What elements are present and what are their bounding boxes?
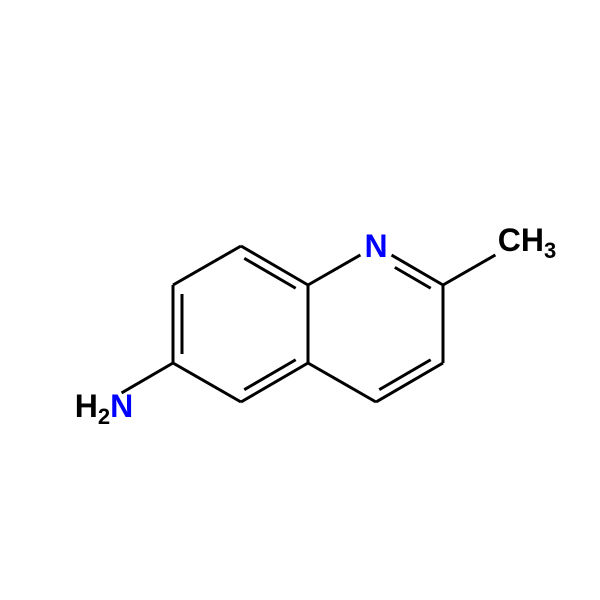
molecule-diagram: N CH3 H2N [0, 0, 600, 600]
labels-layer: N CH3 H2N [75, 222, 556, 429]
svg-text:H2N: H2N [75, 388, 133, 429]
svg-text:CH3: CH3 [498, 222, 556, 263]
svg-text:N: N [364, 228, 387, 264]
bonds-layer [122, 246, 496, 402]
